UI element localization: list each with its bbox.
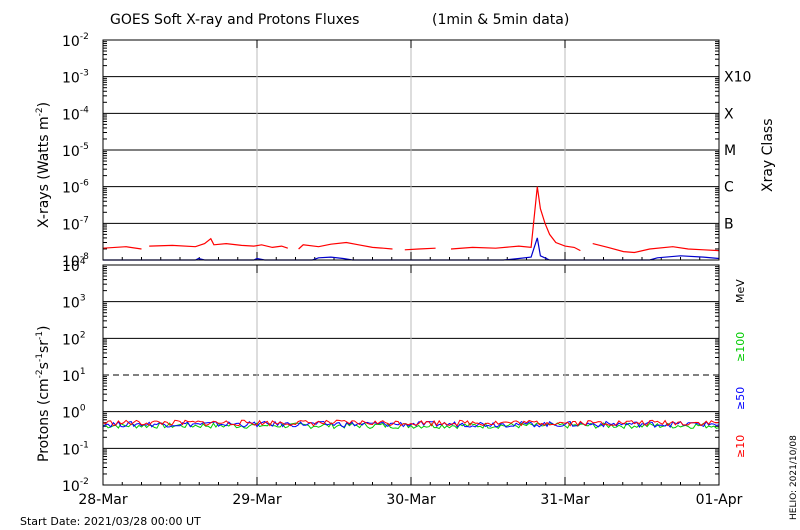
x-tick-label-0: 28-Mar [78,492,128,508]
proton-ylabel-sup-1: -2 [35,369,45,378]
credit-label: HELIO: 2021/10/08 [789,435,799,520]
xray-ytick-label: 10-4 [62,105,89,123]
proton-ylabel-sup-3: -1 [35,331,45,340]
proton-ylabel-sr: sr [36,340,52,353]
proton-ylabel-sup-2: -1 [35,353,45,362]
xray-class-C: C [724,180,734,196]
chart-subtitle: (1min & 5min data) [432,12,569,28]
start-date: Start Date: 2021/03/28 00:00 UT [20,515,201,528]
xray-class-axis-label: Xray Class [760,119,776,193]
xray-ylabel-text: X-rays (Watts m [36,116,52,228]
xray-ytick-label: 10-8 [62,252,89,270]
x-tick-label-4: 01-Apr [696,492,743,508]
proton-legend-100: ≥100 [734,332,747,362]
xray-class-M: M [724,143,736,159]
xray-ylabel: X-rays (Watts m-2) [35,102,52,228]
proton-frame [102,264,720,486]
xray-class-X: X [724,106,734,122]
xray-ytick-label: 10-7 [62,215,89,233]
xray-series-0 [102,186,720,254]
xray-panel: 10-8 10-7 10-6 10-5 10-4 10-3 10-2 B C M X X10 X-r… [35,32,776,270]
proton-ytick-label: 10-2 [62,477,89,495]
xray-class-X10: X10 [724,70,751,86]
x-tick-label-1: 29-Mar [232,492,282,508]
proton-ytick-label: 103 [62,294,86,312]
chart-title: GOES Soft X-ray and Protons Fluxes [110,12,359,28]
proton-ylabel-s: s [36,362,52,369]
x-tick-label-3: 31-Mar [540,492,590,508]
proton-ylabel-text: Protons (cm [36,378,52,462]
proton-ytick-label: 101 [62,367,86,385]
proton-ytick-label: 10-1 [62,440,89,458]
xray-ylabel-sup: -2 [35,107,45,116]
xray-ytick-label: 10-2 [62,32,89,50]
proton-ytick-label: 100 [62,404,86,422]
xray-class-B: B [724,216,734,232]
proton-legend-50: ≥50 [734,387,747,410]
proton-ytick-label: 102 [62,330,86,348]
xray-ytick-label: 10-3 [62,69,89,87]
proton-unit-label: MeV [734,279,747,303]
proton-series-0 [102,422,720,430]
xray-ylabel-tail: ) [36,102,52,107]
proton-legend-10: ≥10 [734,435,747,458]
xray-ytick-label: 10-6 [62,179,89,197]
proton-series-2 [102,419,720,427]
proton-ylabel-tail: ) [36,326,52,331]
xray-frame [102,39,720,261]
x-tick-label-2: 30-Mar [386,492,436,508]
proton-series-1 [102,420,720,429]
proton-ytick-label: 104 [62,257,86,275]
proton-ylabel: Protons (cm-2s-1sr-1) [35,326,52,462]
xray-ytick-label: 10-5 [62,142,89,160]
